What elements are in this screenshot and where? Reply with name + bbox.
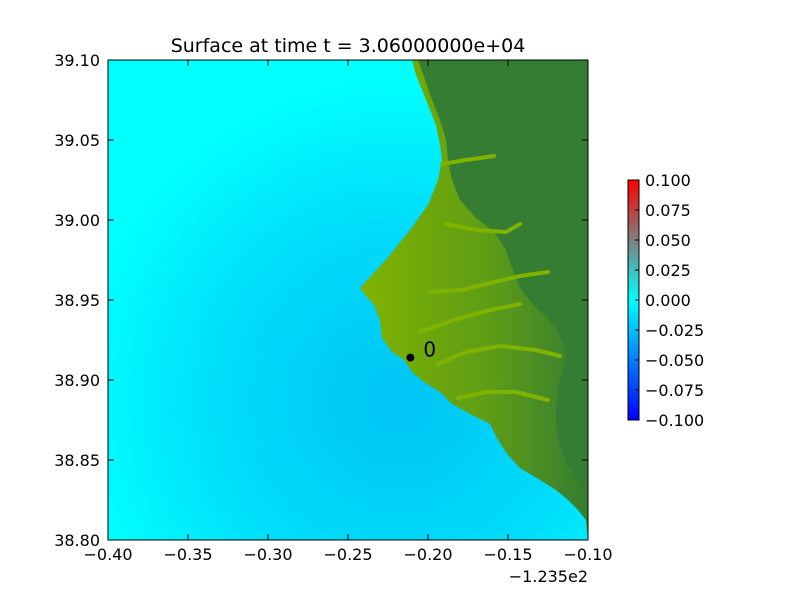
y-tick-label: 38.95: [54, 291, 100, 310]
x-tick-label: −0.35: [163, 545, 212, 564]
chart-title: Surface at time t = 3.06000000e+04: [171, 35, 526, 57]
x-tick-label: −0.20: [403, 545, 452, 564]
colorbar-tick-label: 0.050: [645, 231, 691, 250]
y-tick-label: 39.00: [54, 211, 100, 230]
x-axis-offset-label: −1.235e2: [509, 567, 588, 586]
y-tick-label: 39.10: [54, 51, 100, 70]
colorbar-tick-label: 0.025: [645, 261, 691, 280]
y-tick-label: 38.85: [54, 451, 100, 470]
x-tick-label: −0.30: [243, 545, 292, 564]
colorbar-tick-label: −0.075: [645, 381, 704, 400]
colorbar-tick-label: 0.000: [645, 291, 691, 310]
gauge-marker: 0: [406, 338, 436, 362]
x-tick-label: −0.25: [323, 545, 372, 564]
y-tick-label: 39.05: [54, 131, 100, 150]
colorbar-ticks: 0.100 0.075 0.050 0.025 0.000 −0.025 −0.050 −0.…: [635, 171, 704, 430]
surface-heatmap: [108, 60, 588, 540]
x-tick-label: −0.15: [483, 545, 532, 564]
x-tick-label: −0.10: [563, 545, 612, 564]
x-tick-label: −0.40: [83, 545, 132, 564]
colorbar-tick-label: 0.075: [645, 201, 691, 220]
river-valleys: [418, 154, 562, 402]
colorbar-tick-label: 0.100: [645, 171, 691, 190]
colorbar: 0.100 0.075 0.050 0.025 0.000 −0.025 −0.050 −0.…: [627, 171, 704, 430]
colorbar-tick-label: −0.050: [645, 351, 704, 370]
colorbar-tick-label: −0.100: [645, 411, 704, 430]
gauge-point: [406, 353, 415, 362]
colorbar-tick-label: −0.025: [645, 321, 704, 340]
gauge-label: 0: [423, 338, 436, 362]
land-highland: [418, 60, 588, 500]
y-tick-label: 38.90: [54, 371, 100, 390]
y-tick-label: 38.80: [54, 531, 100, 550]
x-axis: −0.40 −0.35 −0.30 −0.25 −0.20 −0.15 −0.10: [83, 60, 613, 564]
y-axis: 38.80 38.85 38.90 38.95 39.00 39.05 39.10: [54, 51, 588, 550]
